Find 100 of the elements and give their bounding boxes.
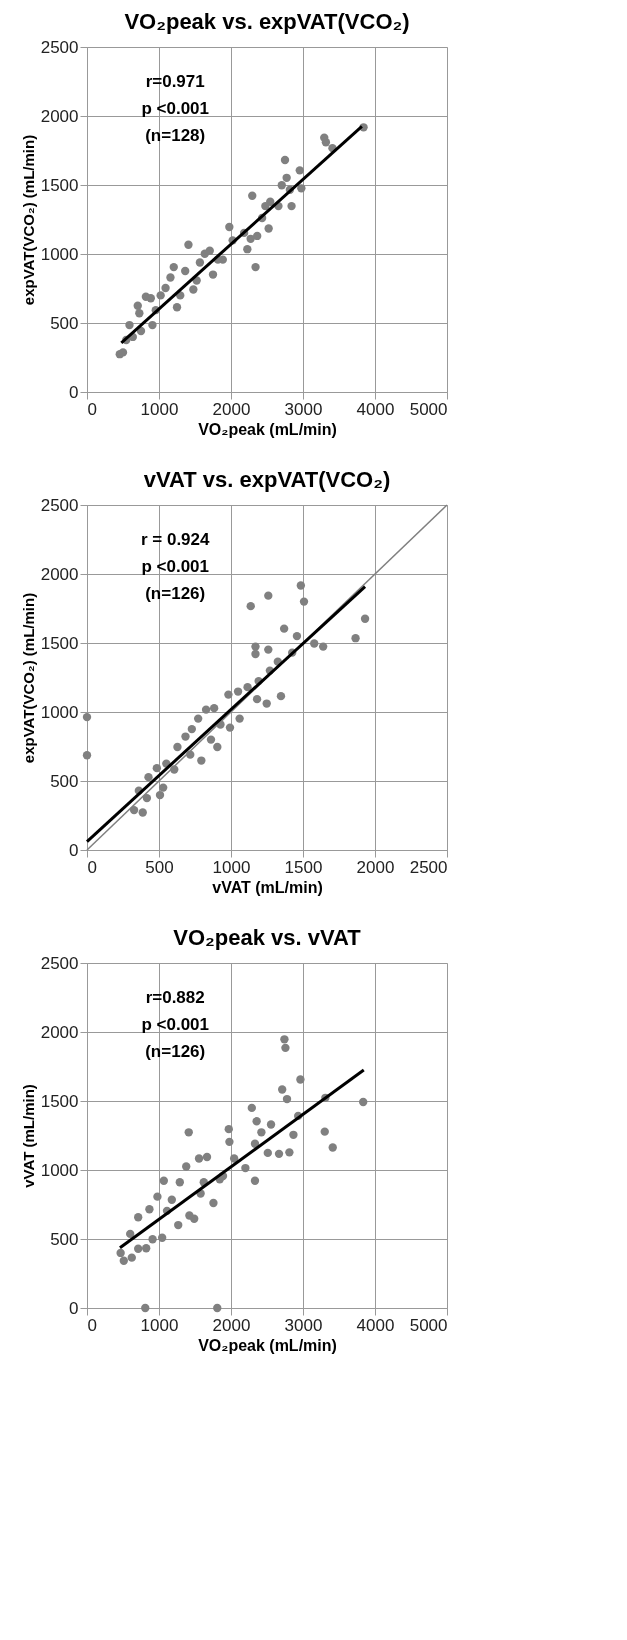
x-tick-label: 2000	[212, 399, 251, 419]
y-tick-label: 2000	[40, 564, 79, 584]
point	[262, 699, 271, 708]
point	[152, 763, 162, 773]
x-tick-label: 1500	[284, 857, 323, 877]
point	[274, 1149, 284, 1159]
point	[190, 1214, 199, 1223]
point	[133, 301, 142, 310]
point	[251, 642, 260, 651]
point	[280, 155, 290, 165]
point	[158, 783, 168, 792]
point	[257, 1128, 266, 1137]
point	[359, 1097, 368, 1107]
point	[145, 1205, 154, 1214]
x-tick-label: 3000	[284, 399, 323, 419]
point	[264, 591, 273, 600]
y-tick-label: 0	[69, 382, 79, 402]
point	[263, 1148, 272, 1158]
x-axis-title: VO₂peak (mL/min)	[198, 1336, 337, 1354]
x-tick-label: 2000	[356, 857, 395, 877]
point	[241, 1163, 250, 1173]
point	[318, 642, 328, 651]
point	[197, 756, 206, 765]
point	[224, 690, 233, 699]
point	[235, 714, 244, 723]
point	[289, 1130, 298, 1139]
point	[127, 1253, 136, 1262]
point	[125, 320, 134, 330]
point	[328, 1143, 337, 1152]
y-tick-label: 1500	[40, 633, 79, 653]
point	[285, 1148, 294, 1157]
point	[153, 1192, 162, 1201]
point	[351, 634, 360, 643]
point	[299, 597, 309, 606]
y-tick-label: 0	[69, 1298, 79, 1318]
point	[209, 703, 219, 713]
point	[159, 1176, 169, 1185]
point	[118, 348, 128, 357]
point	[247, 1103, 256, 1113]
point	[252, 1117, 261, 1126]
point	[161, 283, 170, 293]
point	[310, 639, 319, 648]
point	[282, 1094, 292, 1104]
point	[135, 309, 144, 318]
annotation: r=0.882	[145, 987, 205, 1007]
point	[134, 1244, 143, 1253]
y-tick-label: 2500	[40, 37, 79, 57]
point	[229, 1154, 239, 1163]
point	[172, 303, 182, 312]
chart-title: VO₂peak vs. expVAT(VCO₂)	[124, 9, 410, 34]
point	[295, 166, 304, 175]
point	[250, 1176, 260, 1185]
point	[225, 1137, 234, 1147]
point	[167, 1195, 176, 1204]
point	[233, 687, 243, 696]
y-tick-label: 2500	[40, 495, 79, 515]
chart-title: vVAT vs. expVAT(VCO₂)	[143, 467, 391, 492]
point	[82, 751, 92, 760]
point	[175, 1178, 184, 1187]
y-tick-label: 0	[69, 840, 79, 860]
point	[202, 1152, 212, 1162]
point	[195, 258, 205, 267]
point	[173, 742, 182, 752]
point	[184, 1128, 193, 1137]
y-tick-label: 1000	[40, 244, 79, 264]
y-axis-title: expVAT(VCO₂) (mL/min)	[19, 134, 37, 306]
point	[225, 723, 235, 732]
point	[156, 291, 165, 300]
x-tick-label: 500	[145, 857, 174, 877]
point	[189, 285, 198, 294]
annotation: p <0.001	[141, 1014, 209, 1034]
point	[297, 184, 306, 193]
y-tick-label: 1000	[40, 1160, 79, 1180]
point	[206, 735, 216, 744]
point	[205, 246, 214, 255]
point	[264, 224, 273, 233]
point	[251, 262, 260, 272]
point	[277, 181, 286, 190]
annotation: r = 0.924	[140, 529, 211, 549]
annotation: p <0.001	[141, 98, 209, 118]
y-tick-label: 500	[50, 313, 79, 333]
point	[224, 1124, 233, 1134]
x-tick-label: 2500	[409, 857, 448, 877]
y-tick-label: 1000	[40, 702, 79, 722]
y-axis-title: expVAT(VCO₂) (mL/min)	[19, 592, 37, 764]
point	[266, 1120, 276, 1129]
point	[144, 772, 153, 782]
point	[181, 266, 190, 276]
point	[134, 1213, 143, 1222]
x-tick-label: 0	[87, 1315, 97, 1335]
point	[248, 191, 257, 200]
point	[184, 240, 193, 249]
point	[182, 1162, 191, 1171]
x-tick-label: 1000	[212, 857, 251, 877]
annotation: r=0.971	[145, 71, 205, 91]
point	[187, 724, 197, 734]
annotation: (n=126)	[145, 1041, 206, 1061]
point	[253, 231, 262, 241]
point	[278, 1085, 287, 1094]
point	[142, 1244, 151, 1253]
